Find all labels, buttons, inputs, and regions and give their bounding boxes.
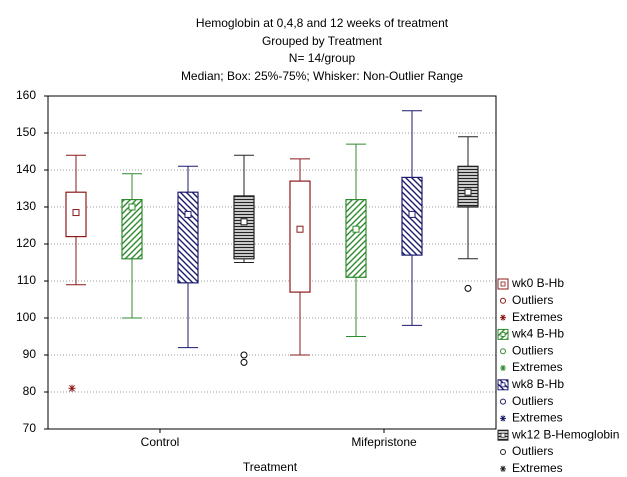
box xyxy=(289,180,311,293)
chart-subtitle: Grouped by Treatment xyxy=(262,34,383,48)
plot-frame xyxy=(47,95,497,430)
legend-label: Outliers xyxy=(512,343,553,357)
y-tick-label: 130 xyxy=(16,199,36,213)
box xyxy=(233,195,255,260)
y-tick-label: 110 xyxy=(17,273,36,287)
legend-label: Extremes xyxy=(512,411,563,425)
chart-description: Median; Box: 25%-75%; Whisker: Non-Outli… xyxy=(181,69,463,83)
chart-note: N= 14/group xyxy=(289,51,356,65)
outlier xyxy=(240,358,248,366)
y-tick-label: 70 xyxy=(23,421,37,435)
outlier xyxy=(240,351,248,359)
median-marker xyxy=(296,225,304,233)
legend-swatch-center xyxy=(500,432,506,438)
legend-outlier xyxy=(500,297,506,304)
legend-outlier xyxy=(500,449,506,455)
y-tick-label: 140 xyxy=(16,162,36,176)
legend-label: wk4 B-Hb xyxy=(511,327,564,341)
y-tick-label: 160 xyxy=(16,88,36,102)
median-marker xyxy=(240,218,248,226)
y-tick-label: 80 xyxy=(23,384,37,398)
legend-label: Outliers xyxy=(512,293,553,307)
legend-swatch-center xyxy=(500,281,506,287)
legend-label: wk8 B-Hb xyxy=(511,377,564,391)
y-tick-label: 100 xyxy=(16,310,36,324)
y-tick-label: 150 xyxy=(16,125,36,139)
legend-label: Extremes xyxy=(512,461,563,475)
median-marker xyxy=(352,225,360,233)
box xyxy=(457,165,479,208)
median-marker xyxy=(72,209,80,217)
legend-outlier xyxy=(500,398,506,405)
median-marker xyxy=(184,210,192,218)
legend-swatch-center xyxy=(500,331,506,337)
y-tick-label: 90 xyxy=(23,347,37,361)
legend-label: Outliers xyxy=(512,394,553,408)
box xyxy=(345,199,367,278)
legend-outlier xyxy=(500,348,506,355)
median-marker xyxy=(408,210,416,218)
legend-label: Extremes xyxy=(512,360,563,374)
legend-label: Extremes xyxy=(512,310,563,324)
median-marker xyxy=(464,188,472,196)
box xyxy=(177,191,199,284)
median-marker xyxy=(128,203,136,211)
y-tick-label: 120 xyxy=(16,236,36,250)
legend-swatch-center xyxy=(500,382,506,388)
box xyxy=(121,199,143,260)
x-tick-label: Mifepristone xyxy=(351,435,417,449)
chart-title: Hemoglobin at 0,4,8 and 12 weeks of trea… xyxy=(196,16,449,30)
extreme xyxy=(68,384,76,392)
legend-label: wk0 B-Hb xyxy=(511,276,564,290)
x-axis-label: Treatment xyxy=(243,460,298,474)
legend-label: Outliers xyxy=(512,444,553,458)
legend-label: wk12 B-Hemoglobin xyxy=(511,427,619,441)
x-tick-label: Control xyxy=(141,435,180,449)
outlier xyxy=(464,284,472,292)
